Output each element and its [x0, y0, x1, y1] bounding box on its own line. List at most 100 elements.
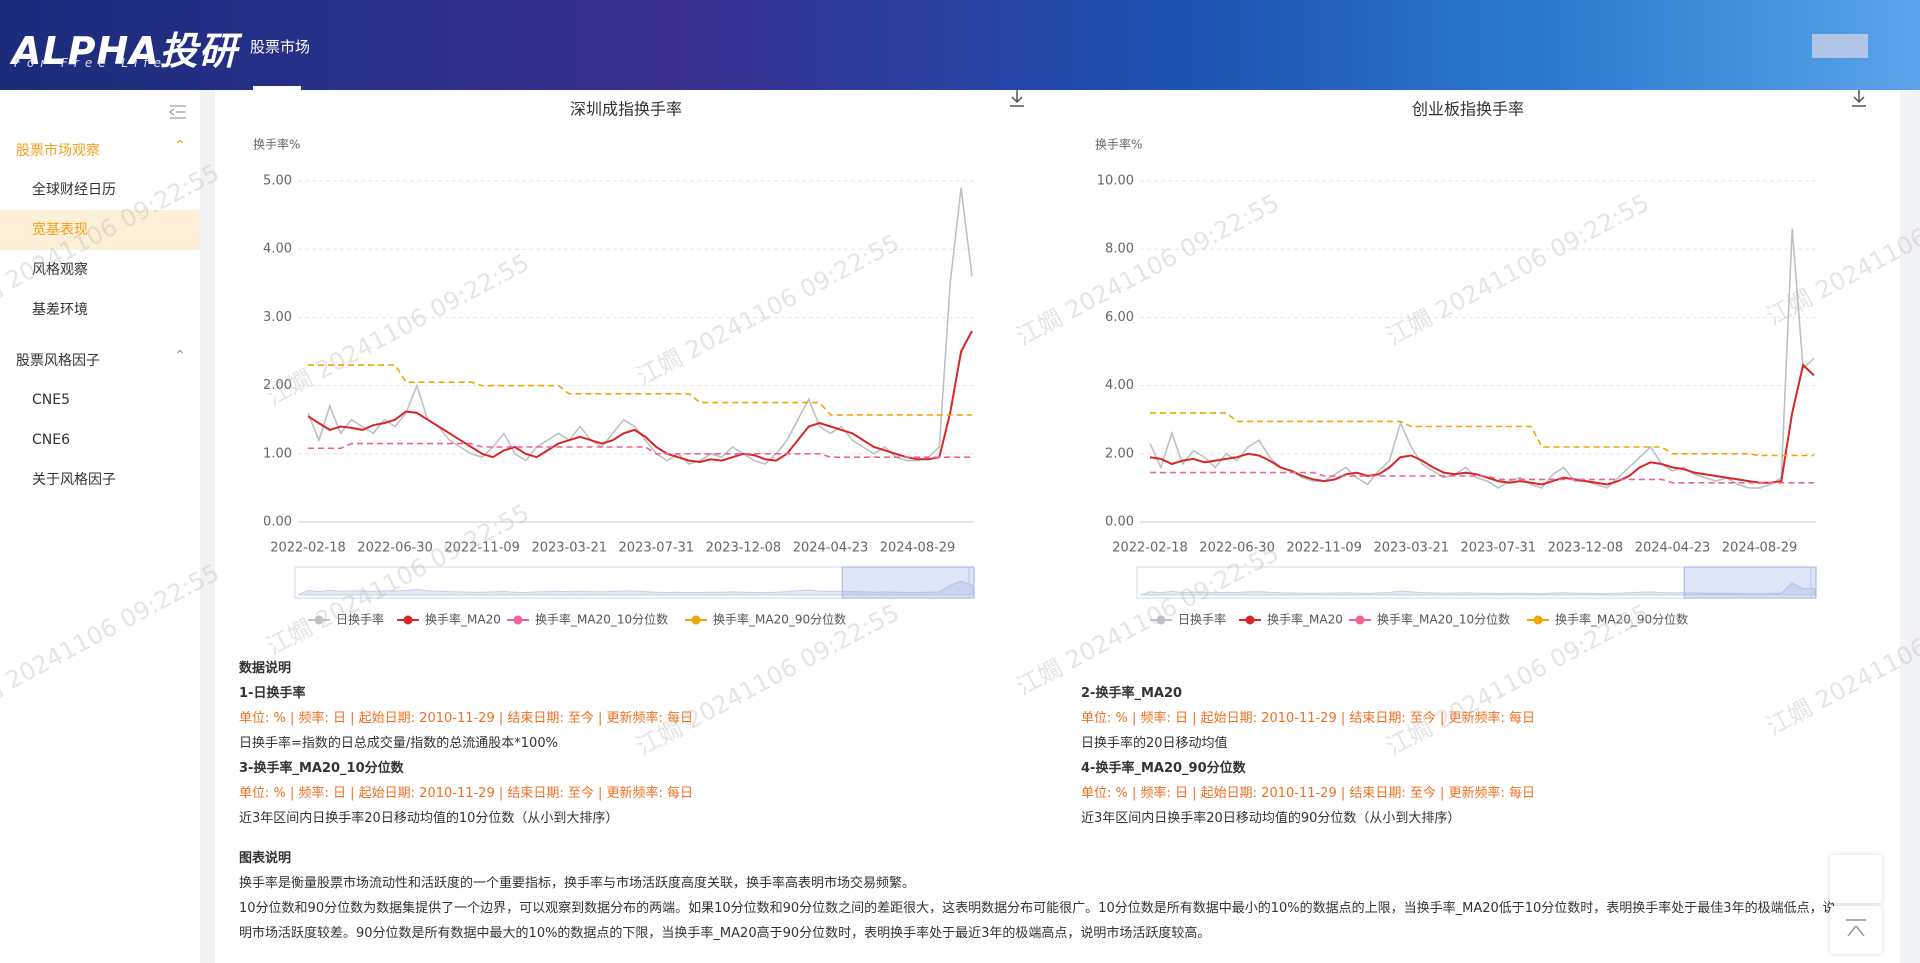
menu-group[interactable]: 股票风格因子 — [16, 353, 100, 369]
y-tick-label: 0.00 — [263, 515, 292, 530]
x-tick-label: 2022-02-18 — [1112, 541, 1188, 556]
y-tick-label: 10.00 — [1097, 174, 1134, 189]
y-tick-label: 3.00 — [263, 310, 292, 325]
y-axis-label: 换手率% — [253, 137, 300, 152]
x-tick-label: 2023-12-08 — [706, 541, 782, 556]
note-item: 1-日换手率单位: % | 频率: 日 | 起始日期: 2010-11-29 |… — [239, 681, 939, 756]
back-top-icon — [1846, 919, 1866, 937]
paragraph: 换手率是衡量股票市场流动性和活跃度的一个重要指标，换手率与市场活跃度高度关联，换… — [239, 876, 916, 891]
note-name: 4-换手率_MA20_90分位数 — [1081, 761, 1246, 776]
legend-label: 换手率_MA20_10分位数 — [535, 612, 668, 627]
avatar[interactable] — [1812, 34, 1868, 58]
series-line — [1150, 471, 1814, 484]
series-line — [308, 442, 972, 458]
x-tick-label: 2022-06-30 — [1199, 541, 1275, 556]
tagline: For Free Life — [14, 56, 168, 70]
caret: ⌃ — [174, 138, 186, 154]
legend-dot — [513, 615, 523, 625]
menu-item[interactable]: 风格观察 — [32, 262, 88, 278]
caret: ⌃ — [174, 348, 186, 364]
x-tick-label: 2022-11-09 — [444, 541, 520, 556]
note-meta: 单位: % | 频率: 日 | 起始日期: 2010-11-29 | 结束日期:… — [1081, 786, 1536, 801]
note-meta: 单位: % | 频率: 日 | 起始日期: 2010-11-29 | 结束日期:… — [1081, 711, 1536, 726]
y-tick-label: 8.00 — [1105, 242, 1134, 257]
x-tick-label: 2023-07-31 — [1461, 541, 1537, 556]
header: ALPHA投研 For Free Life 股票市场 — [0, 0, 1920, 90]
zoom-preview — [297, 580, 975, 596]
y-tick-label: 0.00 — [1105, 515, 1134, 530]
series-line — [1150, 412, 1814, 457]
y-axis-label: 换手率% — [1095, 137, 1142, 152]
zoom-window — [1683, 566, 1817, 599]
menu-item[interactable]: 全球财经日历 — [32, 182, 116, 198]
legend-label: 换手率_MA20_90分位数 — [1555, 612, 1688, 627]
zoom-track — [1136, 566, 1812, 599]
sidebar: 股票市场观察 ⌃ 全球财经日历宽基表现风格观察基差环境股票风格因子 ⌃ CNE5 CNE6… — [0, 90, 200, 963]
zoom-window — [841, 566, 975, 599]
x-tick-label: 2023-03-21 — [531, 541, 607, 556]
legend-dot — [403, 615, 413, 625]
x-tick-label: 2022-11-09 — [1286, 541, 1362, 556]
legend-dot — [691, 615, 701, 625]
note-meta: 单位: % | 频率: 日 | 起始日期: 2010-11-29 | 结束日期:… — [239, 711, 694, 726]
nav-item[interactable]: 股票市场 — [250, 38, 311, 56]
note-name: 1-日换手率 — [239, 686, 306, 701]
back-top-button[interactable] — [1830, 906, 1882, 954]
zoom-preview — [1139, 582, 1817, 596]
x-tick-label: 2022-06-30 — [357, 541, 433, 556]
x-tick-label: 2024-04-23 — [1635, 541, 1711, 556]
legend-dot — [1156, 615, 1166, 625]
y-tick-label: 6.00 — [1105, 310, 1134, 325]
note-desc: 日换手率=指数的日总成交量/指数的总流通股本*100% — [239, 736, 558, 751]
legend-label: 换手率_MA20 — [425, 612, 501, 627]
note-desc: 近3年区间内日换手率20日移动均值的10分位数（从小到大排序） — [239, 811, 619, 826]
service-button[interactable] — [1830, 855, 1882, 903]
legend-label: 日换手率 — [1178, 612, 1226, 627]
content-panel — [215, 90, 1900, 963]
note-name: 3-换手率_MA20_10分位数 — [239, 761, 404, 776]
y-tick-label: 4.00 — [1105, 378, 1134, 393]
section-title: 图表说明 — [239, 851, 292, 866]
menu-item[interactable]: CNE6 — [32, 432, 71, 448]
x-tick-label: 2023-07-31 — [619, 541, 695, 556]
note-name: 2-换手率_MA20 — [1081, 686, 1183, 701]
download-icon — [1010, 90, 1024, 107]
x-tick-label: 2023-12-08 — [1548, 541, 1624, 556]
legend-dot — [1355, 615, 1365, 625]
chart-notes: 换手率是衡量股票市场流动性和活跃度的一个重要指标，换手率与市场活跃度高度关联，换… — [239, 871, 1839, 946]
note-item: 3-换手率_MA20_10分位数单位: % | 频率: 日 | 起始日期: 20… — [239, 756, 939, 831]
legend-label: 换手率_MA20_90分位数 — [713, 612, 846, 627]
x-tick-label: 2022-02-18 — [270, 541, 346, 556]
menu-item[interactable]: 基差环境 — [32, 302, 88, 318]
x-tick-label: 2024-04-23 — [793, 541, 869, 556]
chart-title: 深圳成指换手率 — [570, 100, 682, 119]
download-icon — [1852, 90, 1866, 107]
menu-item[interactable]: 关于风格因子 — [32, 472, 116, 488]
chart-title: 创业板指换手率 — [1412, 100, 1524, 119]
collapse-btn — [169, 105, 186, 119]
nav-underline — [253, 86, 301, 90]
menu-item[interactable]: 宽基表现 — [0, 210, 200, 250]
legend-dot — [314, 615, 324, 625]
y-tick-label: 1.00 — [263, 446, 292, 461]
note-item: 2-换手率_MA20 单位: % | 频率: 日 | 起始日期: 2010-11-… — [1081, 681, 1781, 756]
series-line — [1149, 363, 1815, 486]
x-tick-label: 2024-08-29 — [1722, 541, 1798, 556]
collapse-icon — [169, 105, 186, 119]
logo[interactable]: ALPHA投研 — [12, 29, 238, 73]
series-line — [308, 364, 972, 416]
menu-group[interactable]: 股票市场观察 — [16, 143, 100, 159]
section-title: 数据说明 — [239, 661, 292, 676]
note-desc: 近3年区间内日换手率20日移动均值的90分位数（从小到大排序） — [1081, 811, 1461, 826]
zoom-track — [294, 566, 970, 599]
x-tick-label: 2024-08-29 — [880, 541, 956, 556]
paragraph: 10分位数和90分位数为数据集提供了一个边界，可以观察到数据分布的两端。如果10… — [239, 901, 1836, 941]
legend-label: 日换手率 — [336, 612, 384, 627]
series-line — [1149, 228, 1815, 489]
menu-item[interactable]: CNE5 — [32, 392, 71, 408]
legend-label: 换手率_MA20_10分位数 — [1377, 612, 1510, 627]
series-line — [307, 330, 973, 464]
note-meta: 单位: % | 频率: 日 | 起始日期: 2010-11-29 | 结束日期:… — [239, 786, 694, 801]
